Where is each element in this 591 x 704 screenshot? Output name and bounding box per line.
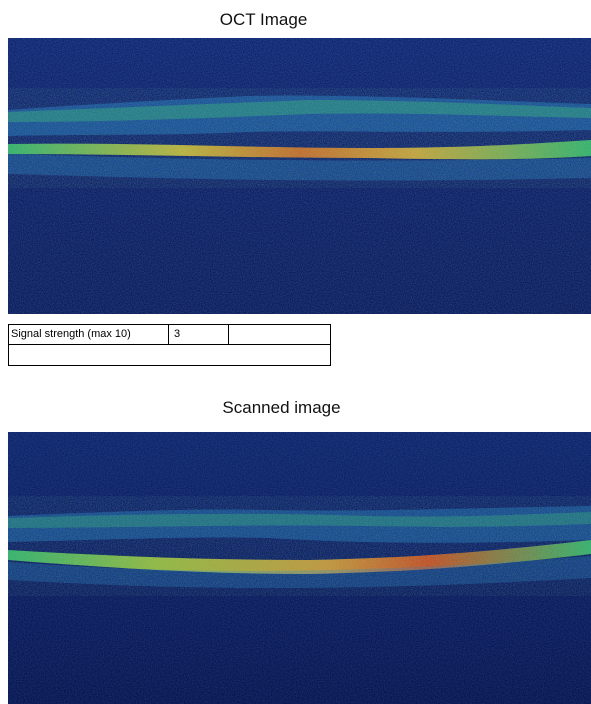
oct-image-title: OCT Image (219, 10, 308, 29)
scanned-image (8, 432, 591, 704)
signal-strength-value: 3 (169, 325, 229, 344)
signal-strength-table: Signal strength (max 10) 3 (8, 324, 331, 366)
scanned-image-title: Scanned image (222, 398, 341, 417)
oct-scan-image (8, 38, 591, 314)
signal-strength-row: Signal strength (max 10) 3 (9, 325, 330, 345)
signal-empty-row (9, 345, 330, 365)
signal-strength-label: Signal strength (max 10) (9, 325, 169, 344)
